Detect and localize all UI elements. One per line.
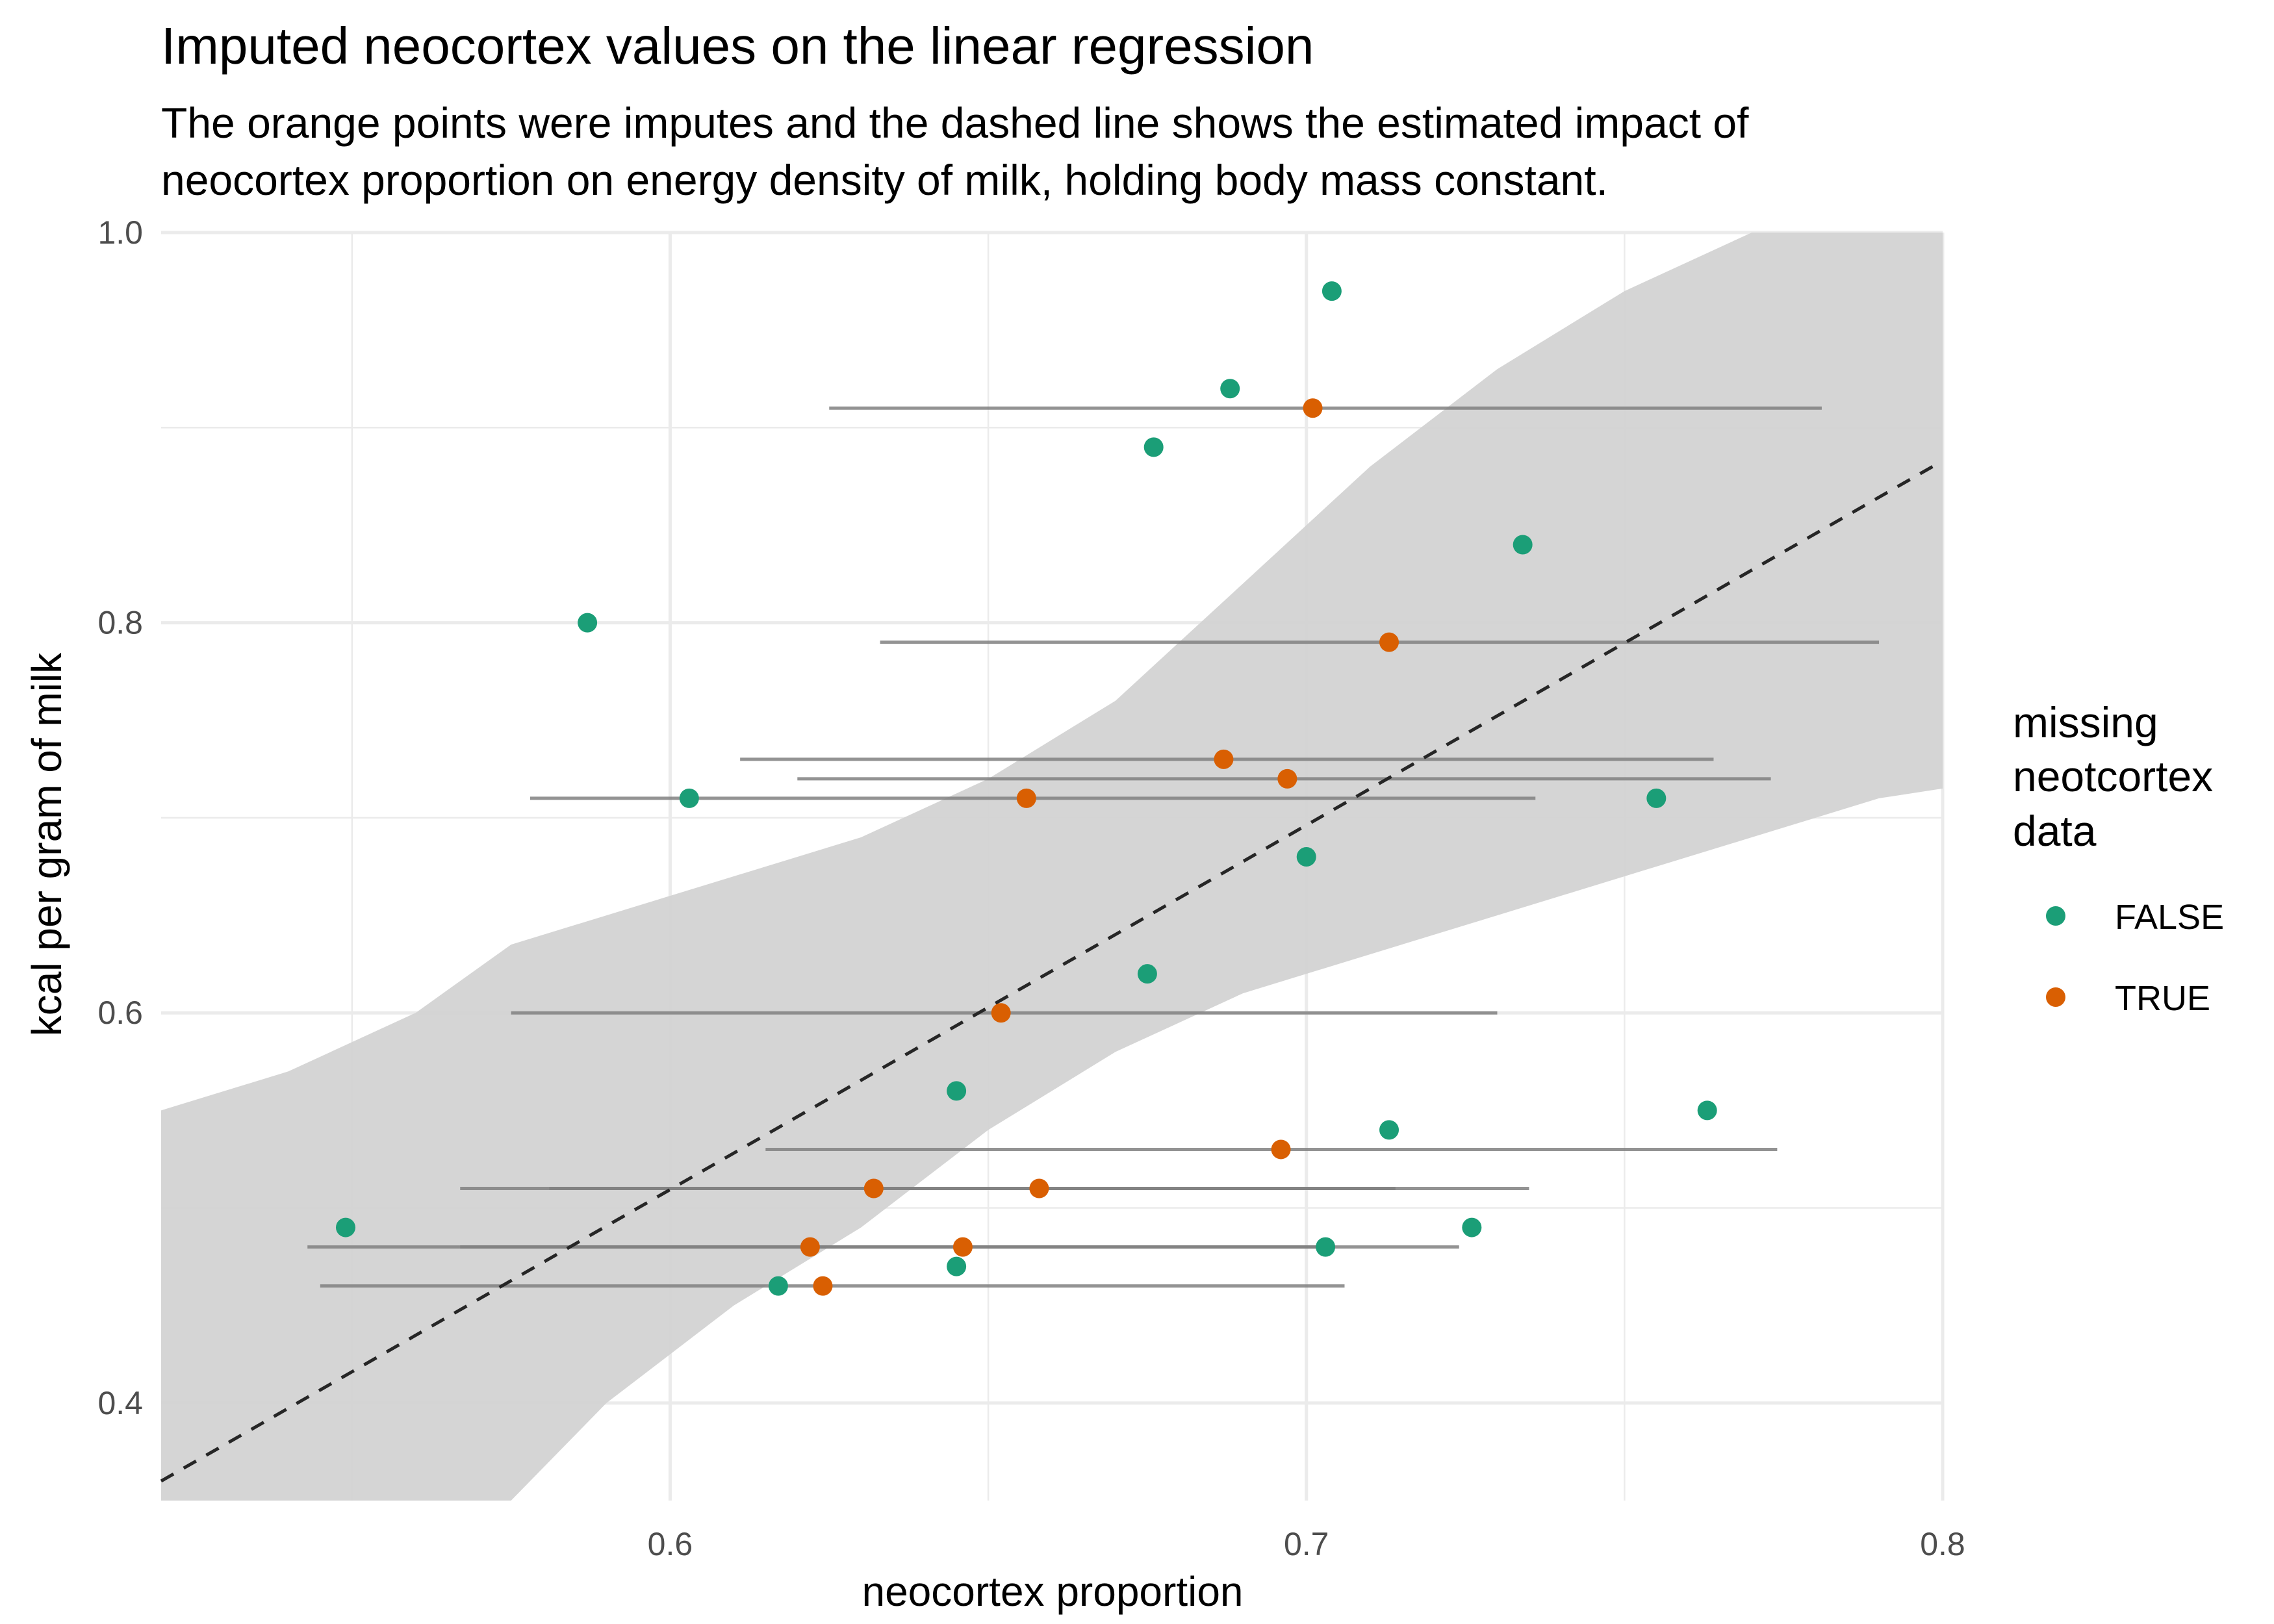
y-tick-label: 0.8 <box>97 605 143 641</box>
point-imputed <box>952 1237 973 1257</box>
y-tick-label: 1.0 <box>97 214 143 251</box>
point-observed <box>947 1081 967 1101</box>
legend-label-true: TRUE <box>2115 979 2210 1018</box>
point-observed <box>1379 1120 1399 1140</box>
point-imputed <box>1277 768 1297 789</box>
y-axis-ticks: 0.4 0.6 0.8 1.0 <box>97 214 143 1421</box>
x-axis-ticks: 0.6 0.7 0.8 <box>648 1526 1965 1562</box>
point-imputed <box>863 1178 884 1199</box>
legend-label-false: FALSE <box>2115 898 2224 937</box>
data-points <box>335 281 1717 1296</box>
point-observed <box>1646 788 1667 808</box>
legend-title-line-1: missing <box>2013 698 2158 746</box>
point-imputed <box>1016 788 1036 808</box>
point-observed <box>1462 1217 1482 1237</box>
chart-title: Imputed neocortex values on the linear r… <box>161 17 1314 75</box>
x-tick-label: 0.6 <box>648 1526 693 1562</box>
regression-line <box>160 459 1944 1483</box>
legend-key-true <box>2046 987 2065 1007</box>
y-tick-label: 0.6 <box>97 995 143 1031</box>
point-imputed <box>991 1003 1011 1023</box>
regression-dashed-line <box>160 459 1944 1483</box>
point-observed <box>1137 964 1157 984</box>
point-observed <box>1513 535 1533 555</box>
chart-subtitle-line-2: neocortex proportion on energy density o… <box>161 156 1608 204</box>
legend: missing neotcortex data FALSE TRUE <box>2013 698 2224 1018</box>
x-axis-title: neocortex proportion <box>862 1568 1243 1615</box>
point-observed <box>768 1276 788 1296</box>
point-imputed <box>1271 1139 1291 1160</box>
point-observed <box>1296 846 1316 867</box>
x-tick-label: 0.8 <box>1920 1526 1965 1562</box>
point-observed <box>1316 1237 1336 1257</box>
confidence-band <box>161 233 1943 1501</box>
point-imputed <box>1214 749 1234 769</box>
legend-title-line-2: neotcortex <box>2013 752 2213 800</box>
legend-title-line-3: data <box>2013 807 2097 855</box>
chart-subtitle-line-1: The orange points were imputes and the d… <box>161 99 1749 147</box>
y-tick-label: 0.4 <box>97 1385 143 1421</box>
y-axis-title: kcal per gram of milk <box>23 652 70 1036</box>
point-observed <box>578 613 598 633</box>
point-observed <box>335 1217 355 1237</box>
point-observed <box>1697 1100 1717 1121</box>
x-tick-label: 0.7 <box>1284 1526 1329 1562</box>
point-observed <box>1322 281 1342 301</box>
point-observed <box>1143 437 1164 457</box>
point-imputed <box>813 1276 833 1296</box>
point-observed <box>947 1256 967 1276</box>
confidence-ribbon <box>161 233 1943 1501</box>
point-imputed <box>1303 398 1323 418</box>
point-imputed <box>1379 632 1399 652</box>
point-observed <box>679 788 699 808</box>
point-imputed <box>1029 1178 1049 1199</box>
point-imputed <box>800 1237 820 1257</box>
legend-key-false <box>2046 906 2065 926</box>
point-observed <box>1220 379 1240 399</box>
